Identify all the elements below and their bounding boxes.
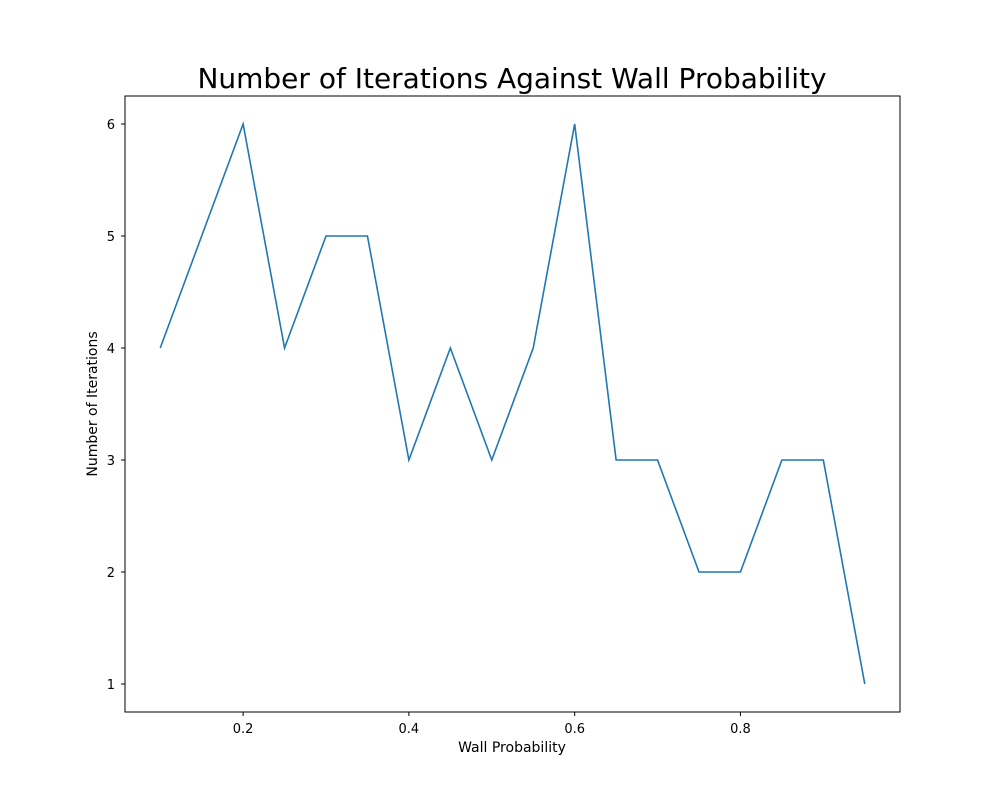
x-tick-label: 0.2: [233, 722, 254, 737]
y-tick-label: 4: [107, 342, 115, 357]
x-axis: 0.2 0.4 0.6 0.8: [233, 712, 751, 737]
y-tick-label: 5: [107, 230, 115, 245]
y-tick-label: 3: [107, 454, 115, 469]
y-tick-label: 6: [107, 118, 115, 133]
series-layer: [159, 120, 866, 685]
y-tick-label: 2: [107, 566, 115, 581]
series-line: [159, 120, 866, 685]
y-axis-label: Number of Iterations: [85, 331, 101, 476]
y-tick-label: 1: [107, 678, 115, 693]
x-tick-label: 0.4: [399, 722, 420, 737]
x-tick-label: 0.8: [730, 722, 751, 737]
y-axis: 1 2 3 4 5 6: [107, 118, 125, 693]
x-axis-label: Wall Probability: [458, 740, 566, 756]
plot-area: [124, 95, 901, 713]
chart-title: Number of Iterations Against Wall Probab…: [197, 62, 826, 95]
x-tick-label: 0.6: [564, 722, 585, 737]
